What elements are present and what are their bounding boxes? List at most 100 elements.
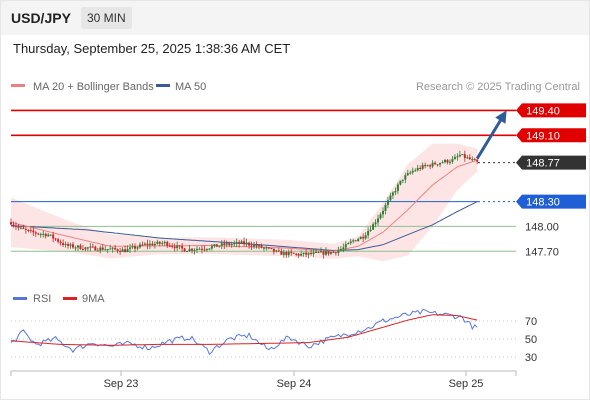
level-label-149.10: 149.10: [526, 130, 560, 142]
candle-body: [287, 251, 290, 256]
candle-body: [124, 249, 127, 253]
candle-body: [327, 251, 330, 254]
candle-body: [444, 159, 446, 163]
candle-body: [272, 248, 275, 252]
candle-body: [230, 244, 233, 246]
candle-body: [39, 233, 42, 235]
candle-body: [84, 247, 87, 250]
candle-body: [161, 243, 164, 245]
candle-body: [86, 247, 89, 249]
candle-body: [200, 248, 203, 250]
candle-body: [59, 241, 62, 244]
candle-body: [409, 172, 412, 174]
candle-body: [37, 233, 40, 235]
candle-body: [32, 230, 35, 233]
candle-body: [377, 218, 380, 223]
candle-body: [406, 173, 409, 176]
candle-body: [158, 241, 161, 244]
candle-body: [258, 245, 260, 247]
candle-body: [305, 252, 308, 255]
candle-body: [280, 251, 283, 255]
candle-body: [275, 250, 278, 252]
rsi-ma-legend-label: 9MA: [82, 293, 105, 305]
candle-body: [399, 180, 402, 185]
candle-body: [114, 247, 117, 250]
x-tick-label: Sep 25: [449, 378, 484, 390]
forecast-arrow-head: [495, 110, 507, 124]
candle-body: [52, 234, 55, 239]
candle-body: [193, 249, 196, 251]
candle-body: [461, 154, 464, 156]
candle-body: [441, 162, 444, 164]
candle-body: [374, 222, 377, 225]
rsi-panel: 70 50 30: [10, 308, 537, 364]
candle-body: [265, 247, 268, 249]
candle-body: [106, 249, 109, 251]
candle-body: [210, 246, 213, 249]
candle-body: [466, 157, 469, 159]
candle-body: [19, 227, 22, 229]
x-tick-label: Sep 24: [277, 378, 312, 390]
candle-body: [220, 243, 223, 246]
candle-body: [17, 226, 20, 228]
candle-body: [344, 244, 347, 248]
candle-body: [233, 243, 236, 245]
candle-body: [267, 247, 270, 249]
candle-body: [307, 252, 310, 255]
candle-body: [352, 240, 355, 242]
candle-body: [434, 162, 437, 165]
candle-body: [414, 170, 417, 172]
candle-body: [62, 243, 65, 246]
candle-body: [282, 252, 285, 255]
candle-body: [471, 159, 474, 161]
rsi-legend-label: RSI: [33, 293, 51, 305]
candle-body: [121, 249, 124, 252]
candle-body: [138, 244, 141, 248]
candle-body: [148, 243, 151, 246]
rsi-tick-50: 50: [525, 334, 537, 346]
candle-body: [426, 165, 429, 167]
level-label-149.40: 149.40: [526, 105, 560, 117]
candle-body: [151, 243, 154, 246]
candle-body: [369, 229, 372, 231]
candle-body: [146, 243, 149, 246]
forecast-arrow-shaft: [475, 112, 506, 160]
candle-body: [404, 175, 407, 180]
candle-body: [57, 239, 60, 242]
candle-body: [448, 161, 451, 163]
candle-body: [91, 246, 94, 248]
level-label-148.77: 148.77: [526, 158, 560, 170]
candle-body: [49, 234, 52, 236]
candle-body: [186, 251, 189, 253]
candle-body: [101, 247, 104, 250]
candle-body: [89, 246, 92, 248]
candle-body: [312, 252, 315, 254]
bb-legend-swatch: [11, 84, 25, 87]
candle-body: [94, 246, 97, 251]
candle-body: [99, 247, 102, 251]
level-label-148.30: 148.30: [526, 197, 560, 209]
candle-body: [386, 200, 389, 205]
candle-body: [421, 164, 424, 169]
candle-body: [47, 234, 50, 237]
candle-body: [42, 233, 45, 235]
candle-body: [416, 168, 419, 171]
candle-body: [439, 162, 442, 165]
candle-body: [446, 159, 449, 163]
candle-body: [196, 248, 198, 250]
candle-body: [463, 154, 466, 159]
candle-body: [384, 204, 387, 211]
level-tag-148.77: [516, 155, 586, 170]
candle-body: [245, 242, 248, 244]
candle-body: [96, 250, 99, 252]
candle-body: [67, 243, 70, 246]
level-tag-149.10: [516, 128, 586, 143]
candle-body: [198, 248, 201, 250]
candle-body: [310, 252, 313, 254]
candle-body: [79, 245, 82, 250]
candle-body: [248, 242, 251, 246]
interval-button[interactable]: 30 MIN: [81, 7, 132, 29]
candle-body: [431, 162, 434, 167]
candle-body: [208, 248, 211, 250]
candle-body: [119, 250, 122, 252]
